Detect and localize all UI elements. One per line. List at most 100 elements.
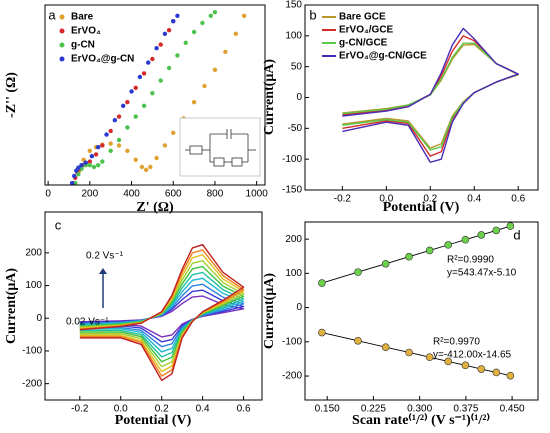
panel-letter: a <box>48 7 56 22</box>
legend-label: ErVO₄/GCE <box>339 25 394 36</box>
plot-area <box>318 222 515 380</box>
x-tick-label: 0.0 <box>379 194 393 205</box>
annotation: y=-412.00x-14.65 <box>433 350 512 361</box>
point <box>139 164 145 170</box>
point <box>141 103 147 109</box>
point <box>492 368 501 377</box>
panel-0: 0 200 400 600 800 1000 Z' (Ω) -Z'' (Ω) a Bare ErVO… <box>4 4 269 215</box>
point <box>133 85 138 91</box>
y-tick-label: 100 <box>285 30 302 41</box>
point <box>95 163 101 168</box>
point <box>108 128 113 134</box>
legend-label: Bare <box>71 12 94 23</box>
x-axis-label: Potential (V) <box>383 200 460 215</box>
point <box>87 148 93 153</box>
point <box>116 137 122 143</box>
point <box>76 172 81 177</box>
x-tick-label: 0 <box>45 189 51 200</box>
y-tick-label: 150 <box>285 0 302 11</box>
point <box>241 13 247 18</box>
point <box>166 65 172 71</box>
point <box>125 148 130 153</box>
series-line <box>79 265 245 363</box>
point <box>405 252 413 261</box>
point <box>76 165 81 170</box>
point <box>162 143 168 148</box>
panel-2: -0.2 0.0 0.2 0.4 0.6 -200 -100 0 100 200 Potential… <box>4 211 263 428</box>
point <box>108 141 113 146</box>
x-tick-label: -0.2 <box>334 194 352 205</box>
point <box>381 259 390 268</box>
point <box>200 20 205 26</box>
point <box>150 56 155 62</box>
point <box>154 155 159 161</box>
point <box>425 353 434 361</box>
x-tick-label: 200 <box>81 189 98 200</box>
point <box>120 103 126 109</box>
point <box>89 154 95 159</box>
x-tick-label: 1000 <box>246 189 269 200</box>
point <box>133 114 138 119</box>
y-tick-label: 0 <box>36 313 42 324</box>
point <box>69 181 75 185</box>
series-line <box>79 277 245 353</box>
point <box>477 365 486 373</box>
point <box>191 100 197 105</box>
x-tick-label: 0.4 <box>467 194 481 205</box>
point <box>158 42 163 47</box>
point <box>183 40 188 45</box>
point <box>461 235 470 244</box>
y-tick-label: -100 <box>282 336 302 347</box>
y-tick-label: -200 <box>22 378 42 389</box>
x-axis-label: Scan rate⁽¹/²⁾ (V s⁻¹)⁽¹/²⁾ <box>352 413 490 428</box>
point <box>125 100 130 105</box>
legend-marker <box>59 28 65 34</box>
y-tick-label: 200 <box>285 234 302 245</box>
series-line <box>79 271 245 358</box>
fit-line <box>321 225 511 284</box>
x-tick-label: -0.2 <box>71 404 89 415</box>
point <box>354 268 362 276</box>
y-tick-label: 0 <box>296 92 302 103</box>
y-tick-label: -100 <box>282 154 302 165</box>
plot-frame <box>304 221 539 401</box>
point <box>91 164 97 170</box>
point <box>100 159 105 164</box>
panel-letter: b <box>309 7 316 22</box>
point <box>87 159 93 164</box>
point <box>148 164 153 170</box>
series-line <box>342 27 519 163</box>
plot-area <box>79 244 245 382</box>
annotation: R²=0.9970 <box>433 337 480 348</box>
point <box>212 10 218 15</box>
x-tick-label: 0.450 <box>500 404 525 415</box>
point <box>146 60 151 65</box>
circuit-inset <box>179 117 261 177</box>
point <box>104 132 109 137</box>
y-tick-label: 100 <box>285 268 302 279</box>
y-tick-label: -50 <box>288 123 303 134</box>
point <box>318 328 326 337</box>
y-tick-label: -150 <box>282 185 302 196</box>
plot-frame <box>44 211 263 401</box>
plot-area <box>69 10 247 185</box>
x-axis-label: Potential (V) <box>115 413 192 428</box>
point <box>150 91 155 96</box>
point <box>100 143 105 148</box>
y-axis-label: -Z'' (Ω) <box>4 72 19 118</box>
point <box>129 89 134 94</box>
x-tick-label: 0.300 <box>407 404 432 415</box>
arrow-head <box>99 268 107 274</box>
point <box>175 13 180 18</box>
x-tick-label: 0.6 <box>237 404 251 415</box>
point <box>354 336 362 345</box>
x-axis-label: Z' (Ω) <box>136 200 174 215</box>
point <box>492 226 501 235</box>
point <box>108 148 113 153</box>
y-tick-label: -200 <box>282 371 302 382</box>
point <box>116 114 122 119</box>
point <box>477 231 486 239</box>
legend-marker <box>59 42 65 48</box>
point <box>191 29 197 35</box>
